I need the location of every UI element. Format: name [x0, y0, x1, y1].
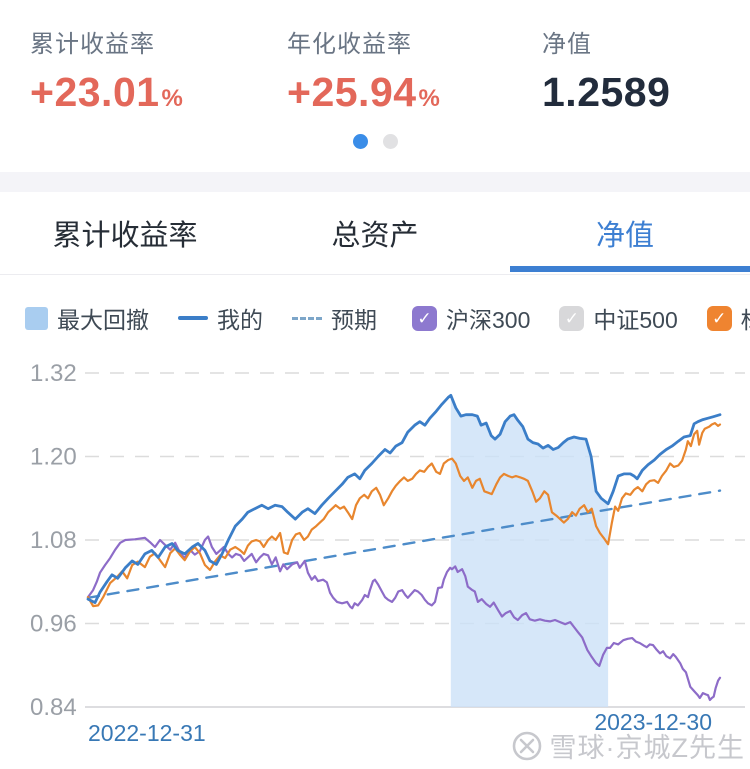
svg-text:2022-12-31: 2022-12-31: [88, 720, 206, 746]
stat-value: +25.94%: [287, 69, 440, 116]
percent-sign: %: [418, 85, 441, 112]
svg-text:1.08: 1.08: [30, 527, 77, 554]
checkbox-checked-icon[interactable]: ✓: [412, 305, 437, 331]
stat-cumulative-return: 累计收益率 +23.01%: [30, 24, 183, 116]
xueqiu-watermark: 雪球·京城Z先生: [511, 726, 745, 765]
legend-label: 沪深300: [446, 307, 531, 333]
stats-carousel: 累计收益率 +23.01% 年化收益率 +25.94% 净值 1.2589: [0, 0, 750, 172]
line-swatch-icon: [178, 316, 208, 320]
active-tab-underline: [510, 266, 750, 272]
tab-cumulative-return[interactable]: 累计收益率: [52, 220, 198, 252]
pagination-dot-active[interactable]: [352, 134, 368, 149]
pagination-dot-inactive[interactable]: [382, 134, 398, 149]
xueqiu-logo-icon: [512, 731, 541, 760]
section-divider: [0, 172, 750, 192]
stat-label: 净值: [542, 31, 592, 58]
stat-annualized-return: 年化收益率 +25.94%: [287, 24, 440, 116]
legend-item-zz500: ✓ 中证500: [559, 301, 678, 335]
legend-label: 标普500: [741, 301, 750, 335]
checkbox-checked-icon[interactable]: ✓: [559, 305, 585, 331]
stat-value-number: +23.01: [30, 69, 160, 115]
svg-text:1.20: 1.20: [30, 444, 77, 471]
stat-value-number: +25.94: [287, 69, 417, 115]
checkbox-checked-icon[interactable]: ✓: [706, 305, 732, 331]
stat-value: 1.2589: [542, 69, 670, 116]
svg-text:2023-12-30: 2023-12-30: [594, 709, 712, 735]
tab-total-assets[interactable]: 总资产: [331, 220, 419, 252]
chart-legend: 最大回撤 我的 预期 ✓ 沪深300 ✓ 中证500 ✓ 标普500: [0, 305, 750, 333]
area-swatch-icon: [25, 306, 48, 330]
net-value-chart[interactable]: 1.32 1.20 1.08 0.96 0.84 2022-12-31 2023-12-30: [0, 360, 750, 769]
legend-label: 预期: [331, 307, 377, 333]
percent-sign: %: [161, 85, 184, 112]
svg-text:1.32: 1.32: [30, 360, 77, 387]
stat-net-value: 净值 1.2589: [542, 24, 670, 116]
legend-label: 我的: [217, 307, 263, 333]
tab-net-value[interactable]: 净值: [595, 220, 654, 252]
svg-text:0.84: 0.84: [30, 694, 77, 721]
legend-item-expected: 预期: [292, 301, 377, 335]
watermark-text: 雪球·京城Z先生: [549, 733, 745, 763]
carousel-pagination: [0, 134, 750, 149]
chart-tab-bar: 累计收益率 总资产 净值: [0, 192, 750, 275]
legend-item-hs300: ✓ 沪深300: [412, 301, 530, 335]
stat-value: +23.01%: [30, 69, 183, 116]
stat-label: 累计收益率: [30, 31, 155, 58]
dashed-line-swatch-icon: [292, 316, 322, 320]
legend-item-mine: 我的: [178, 301, 263, 335]
legend-label: 最大回撤: [57, 307, 149, 333]
stat-value-number: 1.2589: [542, 69, 671, 115]
svg-text:0.96: 0.96: [30, 611, 77, 638]
legend-item-max-drawdown: 最大回撤: [25, 301, 149, 335]
legend-label: 中证500: [593, 307, 678, 333]
stat-label: 年化收益率: [287, 31, 412, 58]
legend-item-sp500: ✓ 标普500: [706, 301, 750, 335]
